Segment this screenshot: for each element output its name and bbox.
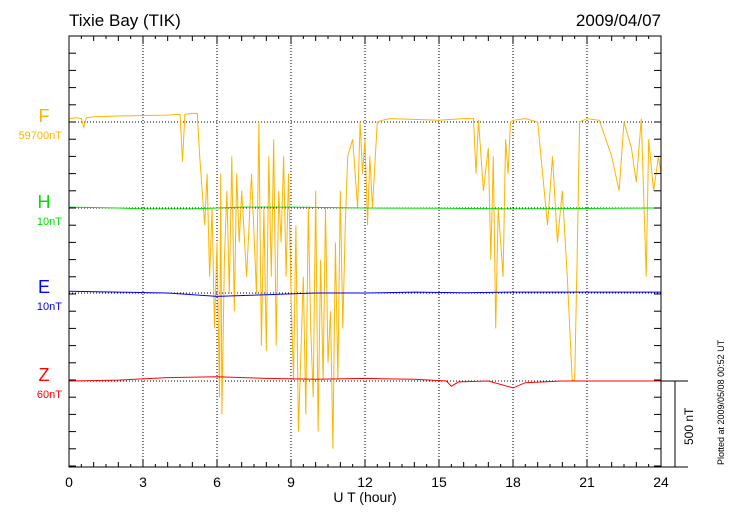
chart-title: Tixie Bay (TIK) (69, 11, 181, 30)
series-h-label: H (38, 192, 51, 212)
plotted-at-note: Plotted at 2009/05/08 00:52 UT (716, 339, 726, 465)
x-tick-label: 6 (213, 474, 221, 490)
scale-bar-label: 500 nT (682, 407, 696, 445)
x-tick-label: 3 (139, 474, 147, 490)
x-axis-label: U T (hour) (333, 489, 396, 505)
x-tick-label: 0 (65, 474, 73, 490)
x-tick-label: 12 (357, 474, 373, 490)
series-f-baseline-value: 59700nT (19, 130, 63, 142)
x-tick-label: 24 (653, 474, 669, 490)
x-tick-label: 9 (287, 474, 295, 490)
x-tick-label: 21 (579, 474, 595, 490)
series-z-baseline-value: 60nT (37, 389, 62, 401)
series-e-label: E (38, 277, 50, 297)
chart-date: 2009/04/07 (576, 11, 661, 30)
series-e-baseline-value: 10nT (37, 301, 62, 313)
series-h-line (68, 206, 662, 210)
series-f-label: F (39, 106, 50, 126)
x-tick-label: 15 (431, 474, 447, 490)
series-e-line (68, 290, 661, 297)
series-z-line (68, 376, 661, 389)
x-tick-label: 18 (505, 474, 521, 490)
series-z-label: Z (39, 365, 50, 385)
series-h-baseline-value: 10nT (37, 216, 62, 228)
series-f-line (68, 112, 662, 449)
